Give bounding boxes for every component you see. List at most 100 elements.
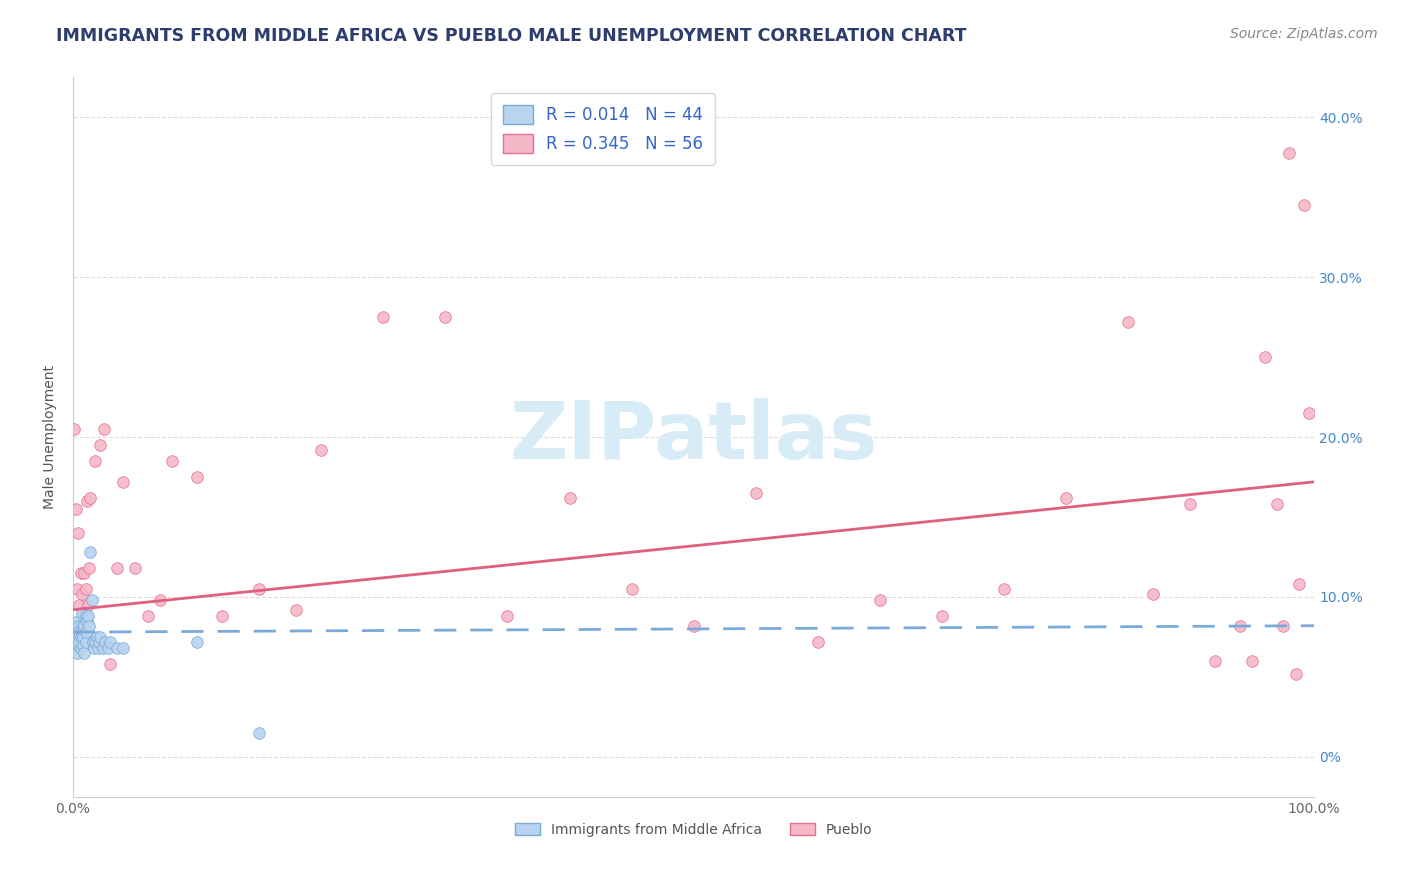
Point xyxy=(65,634,87,648)
Point xyxy=(620,582,643,596)
Point xyxy=(91,641,114,656)
Point xyxy=(67,638,90,652)
Point xyxy=(1253,350,1275,364)
Point xyxy=(1284,666,1306,681)
Point xyxy=(1288,577,1310,591)
Point xyxy=(67,598,90,612)
Point xyxy=(1204,654,1226,668)
Point xyxy=(67,634,90,648)
Point xyxy=(558,491,581,505)
Point xyxy=(73,618,96,632)
Point xyxy=(80,634,103,648)
Point xyxy=(744,486,766,500)
Point xyxy=(66,622,89,636)
Legend: Immigrants from Middle Africa, Pueblo: Immigrants from Middle Africa, Pueblo xyxy=(508,816,879,844)
Point xyxy=(69,566,91,580)
Point xyxy=(682,618,704,632)
Point xyxy=(75,634,97,648)
Point xyxy=(73,566,96,580)
Point xyxy=(496,609,519,624)
Point xyxy=(63,630,86,644)
Point xyxy=(72,630,94,644)
Point xyxy=(1272,618,1295,632)
Point xyxy=(124,561,146,575)
Point xyxy=(75,609,97,624)
Point xyxy=(79,545,101,559)
Point xyxy=(63,422,86,436)
Point xyxy=(86,630,108,644)
Point xyxy=(69,641,91,656)
Point xyxy=(186,634,208,648)
Point xyxy=(70,625,93,640)
Point xyxy=(73,646,96,660)
Point xyxy=(79,491,101,505)
Point xyxy=(1229,618,1251,632)
Point xyxy=(1294,198,1316,212)
Point xyxy=(1116,315,1139,329)
Point xyxy=(87,641,110,656)
Point xyxy=(1054,491,1077,505)
Point xyxy=(89,634,111,648)
Point xyxy=(97,641,120,656)
Point xyxy=(1178,497,1201,511)
Point xyxy=(82,634,104,648)
Point xyxy=(66,646,89,660)
Point xyxy=(111,475,134,489)
Point xyxy=(70,587,93,601)
Point xyxy=(186,470,208,484)
Point xyxy=(70,606,93,620)
Point xyxy=(72,622,94,636)
Point xyxy=(70,618,93,632)
Point xyxy=(807,634,830,648)
Point xyxy=(931,609,953,624)
Point xyxy=(1142,587,1164,601)
Point xyxy=(105,641,128,656)
Point xyxy=(285,603,308,617)
Point xyxy=(434,310,457,325)
Point xyxy=(72,609,94,624)
Point xyxy=(67,618,90,632)
Point xyxy=(76,614,98,628)
Text: IMMIGRANTS FROM MIDDLE AFRICA VS PUEBLO MALE UNEMPLOYMENT CORRELATION CHART: IMMIGRANTS FROM MIDDLE AFRICA VS PUEBLO … xyxy=(56,27,967,45)
Y-axis label: Male Unemployment: Male Unemployment xyxy=(44,365,58,509)
Point xyxy=(67,526,90,541)
Point xyxy=(94,634,117,648)
Point xyxy=(105,561,128,575)
Point xyxy=(247,726,270,740)
Point xyxy=(83,641,105,656)
Point xyxy=(77,598,100,612)
Point xyxy=(1278,145,1301,160)
Point xyxy=(84,454,107,468)
Point xyxy=(136,609,159,624)
Point xyxy=(111,641,134,656)
Point xyxy=(72,638,94,652)
Point xyxy=(162,454,184,468)
Point xyxy=(76,494,98,508)
Point xyxy=(66,582,89,596)
Point xyxy=(93,422,115,436)
Point xyxy=(98,657,121,671)
Point xyxy=(869,593,891,607)
Point xyxy=(65,502,87,516)
Point xyxy=(89,630,111,644)
Point xyxy=(69,630,91,644)
Point xyxy=(65,625,87,640)
Point xyxy=(149,593,172,607)
Point xyxy=(311,442,333,457)
Point xyxy=(1265,497,1288,511)
Point xyxy=(77,618,100,632)
Point xyxy=(98,634,121,648)
Point xyxy=(373,310,395,325)
Point xyxy=(247,582,270,596)
Text: ZIPatlas: ZIPatlas xyxy=(509,398,877,476)
Point xyxy=(80,593,103,607)
Point xyxy=(75,582,97,596)
Point xyxy=(75,625,97,640)
Text: Source: ZipAtlas.com: Source: ZipAtlas.com xyxy=(1230,27,1378,41)
Point xyxy=(67,614,90,628)
Point xyxy=(63,641,86,656)
Point xyxy=(77,609,100,624)
Point xyxy=(993,582,1015,596)
Point xyxy=(1298,406,1320,420)
Point xyxy=(1241,654,1264,668)
